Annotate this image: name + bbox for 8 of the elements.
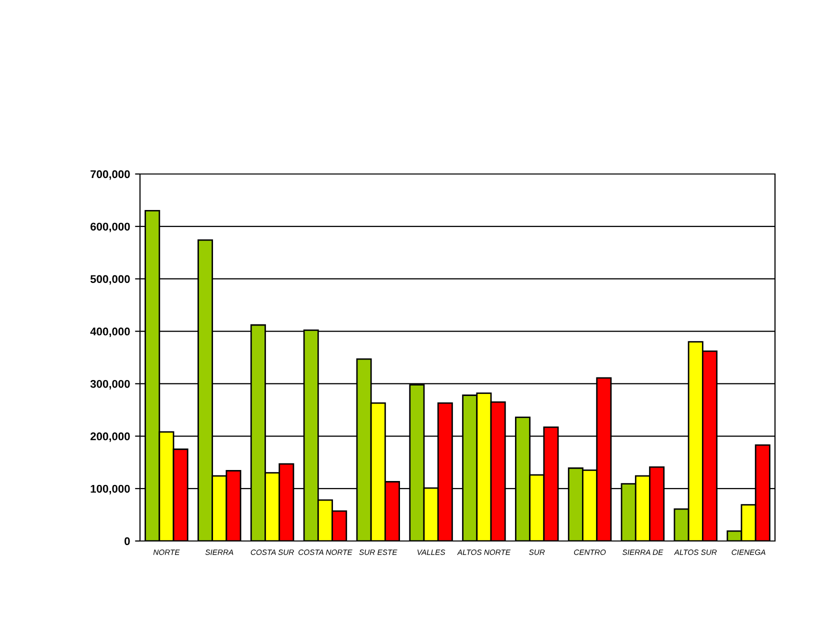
y-tick-label: 0 xyxy=(124,537,130,546)
y-tick-label: 400,000 xyxy=(90,328,130,338)
y-tick-label: 600,000 xyxy=(90,222,130,232)
y-tick-label: 200,000 xyxy=(90,432,130,442)
y-tick-label: 100,000 xyxy=(90,484,130,494)
y-tick-label: 300,000 xyxy=(90,380,130,390)
y-tick-label: 700,000 xyxy=(90,170,130,180)
y-tick-label: 500,000 xyxy=(90,275,130,285)
